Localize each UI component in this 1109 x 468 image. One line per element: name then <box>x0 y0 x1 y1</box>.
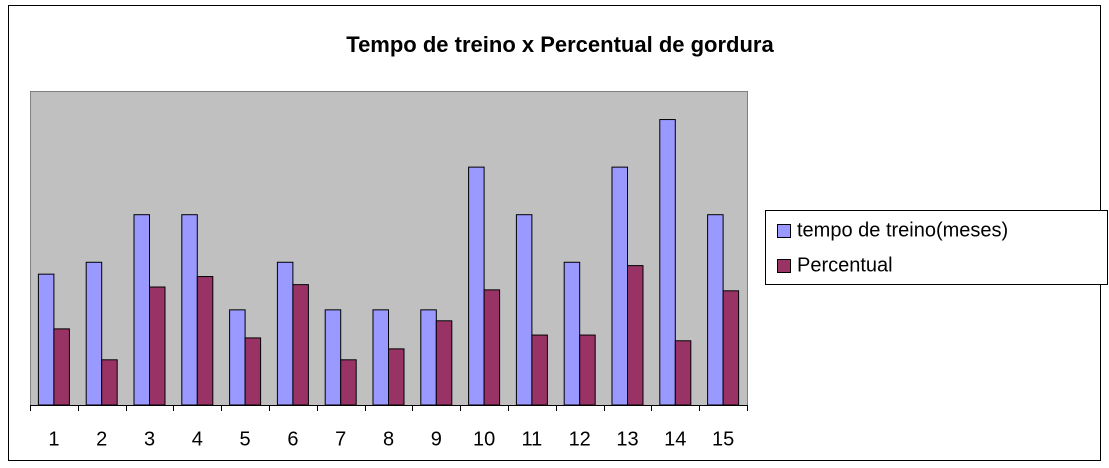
x-tick-label: 10 <box>473 428 495 450</box>
bar <box>101 359 118 406</box>
bar <box>420 309 437 406</box>
bar <box>372 309 389 406</box>
x-tick-label: 13 <box>616 428 638 450</box>
bar <box>611 166 628 406</box>
legend-swatch <box>777 259 791 273</box>
bar <box>85 261 103 406</box>
x-tick-label: 3 <box>144 428 155 450</box>
bar <box>324 309 342 406</box>
bar <box>531 334 548 406</box>
legend-label: Percentual <box>797 254 893 276</box>
x-tick-label: 12 <box>569 428 591 450</box>
x-tick-label: 8 <box>383 428 394 450</box>
bar <box>53 328 70 406</box>
bar <box>435 320 453 406</box>
bar <box>707 214 724 406</box>
bar <box>229 309 246 406</box>
bar <box>627 265 644 406</box>
bar <box>276 261 294 406</box>
x-tick-label: 5 <box>240 428 251 450</box>
bar <box>515 214 533 406</box>
bar <box>292 284 309 406</box>
bar <box>181 214 198 406</box>
bar <box>388 348 405 406</box>
bar <box>579 334 596 406</box>
bar <box>722 290 740 406</box>
bar <box>468 166 485 406</box>
legend <box>765 210 1108 285</box>
bar <box>133 214 150 406</box>
x-tick-label: 1 <box>48 428 59 450</box>
bar <box>563 261 581 406</box>
bar <box>340 359 357 406</box>
x-tick-label: 7 <box>335 428 346 450</box>
bar <box>196 276 214 406</box>
bar <box>483 289 501 406</box>
x-tick-label: 6 <box>287 428 298 450</box>
bar <box>659 119 676 406</box>
x-tick-label: 9 <box>431 428 442 450</box>
bar <box>149 286 166 406</box>
bar <box>37 273 55 406</box>
x-tick-label: 14 <box>664 428 686 450</box>
x-tick-label: 15 <box>712 428 734 450</box>
x-tick-label: 11 <box>522 428 543 450</box>
legend-swatch <box>777 224 791 238</box>
x-tick-label: 4 <box>192 428 203 450</box>
legend-label: tempo de treino(meses) <box>797 219 1008 241</box>
chart-title: Tempo de treino x Percentual de gordura <box>346 32 774 57</box>
x-tick-label: 2 <box>96 428 107 450</box>
bar <box>244 337 262 406</box>
bar <box>674 340 692 406</box>
